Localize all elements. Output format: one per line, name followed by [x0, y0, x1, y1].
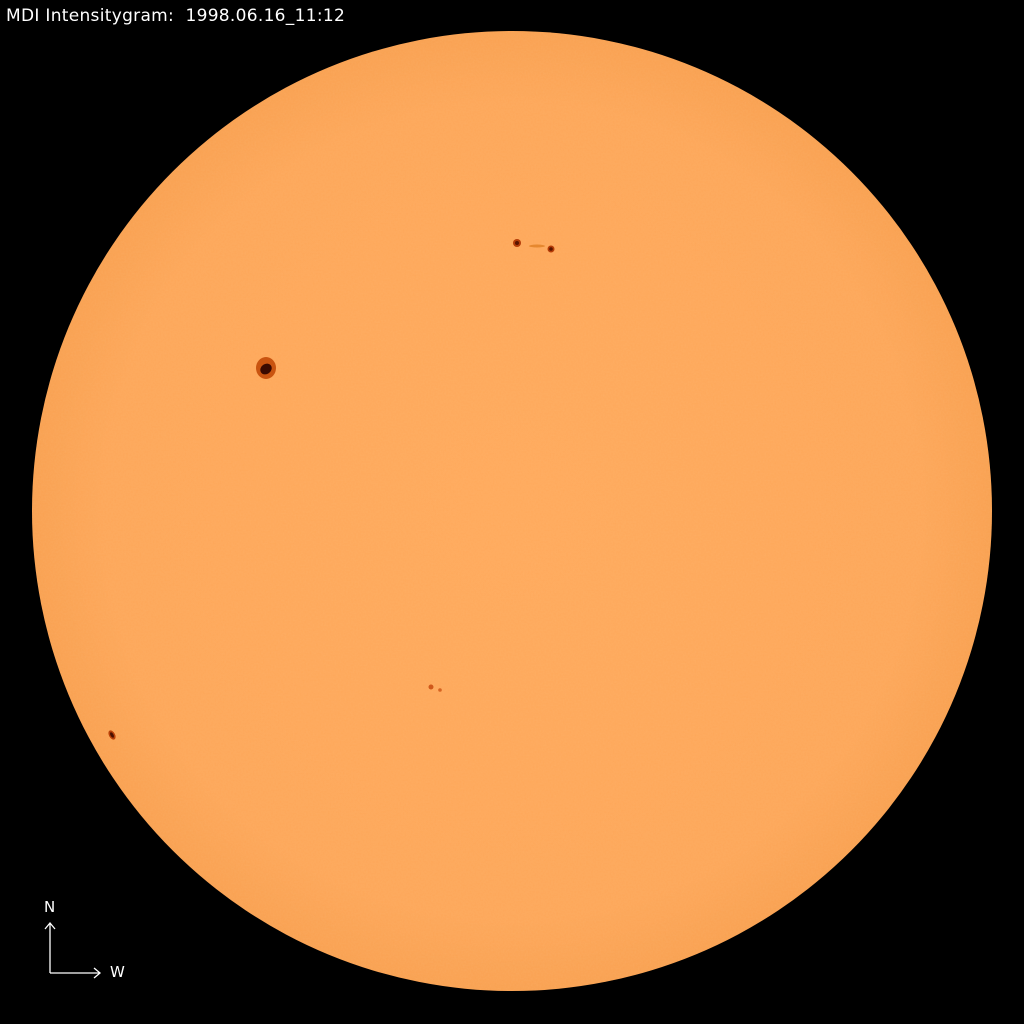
- image-title: MDI Intensitygram: 1998.06.16_11:12: [6, 6, 346, 26]
- granulation-texture: [32, 31, 992, 991]
- sunspot-east-limb: [108, 730, 116, 740]
- compass-north-label: N: [44, 898, 56, 916]
- sunspot-large: [256, 357, 276, 379]
- compass: [44, 921, 102, 979]
- sunspot-small-south: [428, 684, 442, 692]
- compass-west-label: W: [110, 963, 125, 981]
- sunspot-group-north: [513, 239, 555, 253]
